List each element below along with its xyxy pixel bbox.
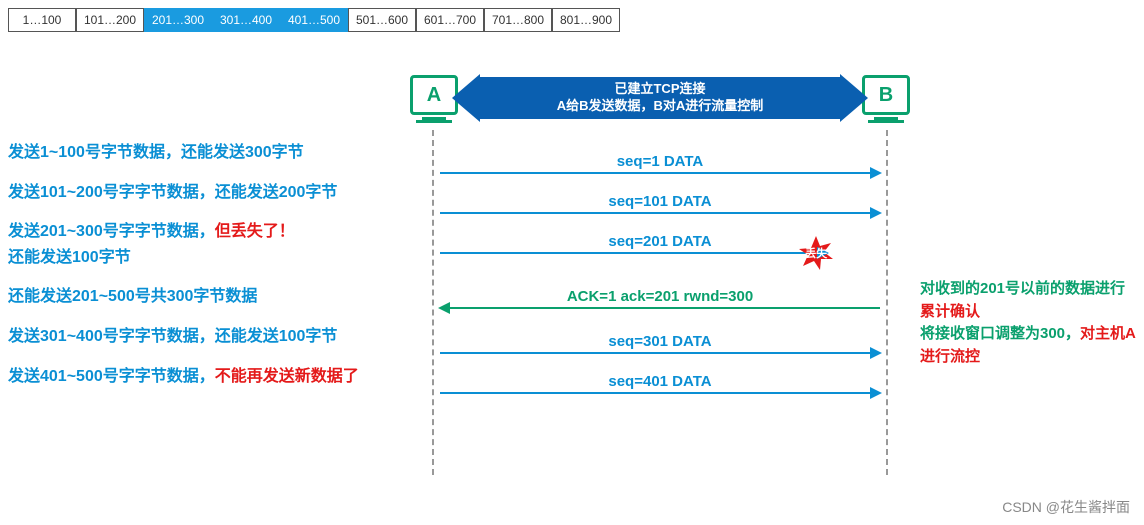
note-row: 发送101~200号字字节数据，还能发送200字节 xyxy=(8,180,388,206)
watermark: CSDN @花生酱拌面 xyxy=(1002,497,1130,517)
message-line xyxy=(440,392,880,394)
note-text: 累计确认 xyxy=(920,303,980,320)
note-text: 发送1~100号字节数据，还能发送300字节 xyxy=(8,144,304,161)
sequence-diagram: A B 已建立TCP连接 A给B发送数据，B对A进行流量控制 seq=1 DAT… xyxy=(420,75,900,475)
note-text: 但丢失了！ xyxy=(215,223,295,240)
buffer-cell: 401…500 xyxy=(280,8,348,32)
banner-line-1: 已建立TCP连接 xyxy=(486,81,834,98)
connection-banner: 已建立TCP连接 A给B发送数据，B对A进行流量控制 xyxy=(480,77,840,119)
host-b-label: B xyxy=(862,75,910,115)
host-b: B xyxy=(862,75,910,123)
host-a: A xyxy=(410,75,458,123)
note-text: 将接收窗口调整为300， xyxy=(920,325,1080,342)
note-row: 发送1~100号字节数据，还能发送300字节 xyxy=(8,140,388,166)
buffer-cell: 701…800 xyxy=(484,8,552,32)
buffer-row: 1…100101…200201…300301…400401…500501…600… xyxy=(8,8,1136,32)
note-row: 发送401~500号字字节数据，不能再发送新数据了 xyxy=(8,364,388,390)
host-a-label: A xyxy=(410,75,458,115)
lifeline-b xyxy=(886,130,888,475)
message-label: ACK=1 ack=201 rwnd=300 xyxy=(440,288,880,305)
note-text: 发送401~500号字字节数据， xyxy=(8,368,215,385)
left-notes: 发送1~100号字节数据，还能发送300字节发送101~200号字字节数据，还能… xyxy=(8,140,388,403)
lost-badge: 丢失 xyxy=(799,236,833,270)
message-arrow: seq=101 DATA xyxy=(440,195,880,214)
buffer-cell: 601…700 xyxy=(416,8,484,32)
note-row: 将接收窗口调整为300，对主机A进行流控 xyxy=(920,323,1140,368)
message-line xyxy=(440,307,880,309)
buffer-cell: 201…300 xyxy=(144,8,212,32)
message-line xyxy=(440,172,880,174)
lifeline-a xyxy=(432,130,434,475)
buffer-cell: 501…600 xyxy=(348,8,416,32)
message-label: seq=1 DATA xyxy=(440,153,880,170)
message-label: seq=301 DATA xyxy=(440,333,880,350)
buffer-cell: 801…900 xyxy=(552,8,620,32)
buffer-cell: 101…200 xyxy=(76,8,144,32)
message-line: 丢失 xyxy=(440,252,827,254)
note-row: 对收到的201号以前的数据进行累计确认 xyxy=(920,278,1140,323)
note-text: 还能发送100字节 xyxy=(8,249,131,266)
message-arrow: seq=401 DATA xyxy=(440,375,880,394)
message-arrow: ACK=1 ack=201 rwnd=300 xyxy=(440,290,880,309)
note-text: 还能发送201~500号共300字节数据 xyxy=(8,288,257,305)
message-arrow: seq=301 DATA xyxy=(440,335,880,354)
buffer-cell: 1…100 xyxy=(8,8,76,32)
message-line xyxy=(440,352,880,354)
message-arrow: seq=201 DATA丢失 xyxy=(440,235,880,254)
right-notes: 对收到的201号以前的数据进行累计确认将接收窗口调整为300，对主机A进行流控 xyxy=(920,278,1140,368)
note-row: 发送201~300号字字节数据，但丢失了！ 还能发送100字节 xyxy=(8,219,388,270)
note-text: 发送101~200号字字节数据，还能发送200字节 xyxy=(8,184,337,201)
buffer-cell: 301…400 xyxy=(212,8,280,32)
note-text: 发送301~400号字字节数据，还能发送100字节 xyxy=(8,328,337,345)
message-label: seq=101 DATA xyxy=(440,193,880,210)
banner-line-2: A给B发送数据，B对A进行流量控制 xyxy=(486,98,834,115)
note-row: 还能发送201~500号共300字节数据 xyxy=(8,284,388,310)
note-text: 不能再发送新数据了 xyxy=(215,368,359,385)
note-row: 发送301~400号字字节数据，还能发送100字节 xyxy=(8,324,388,350)
note-text: 对收到的201号以前的数据进行 xyxy=(920,280,1125,297)
message-arrow: seq=1 DATA xyxy=(440,155,880,174)
message-label: seq=401 DATA xyxy=(440,373,880,390)
message-line xyxy=(440,212,880,214)
note-text: 发送201~300号字字节数据， xyxy=(8,223,215,240)
